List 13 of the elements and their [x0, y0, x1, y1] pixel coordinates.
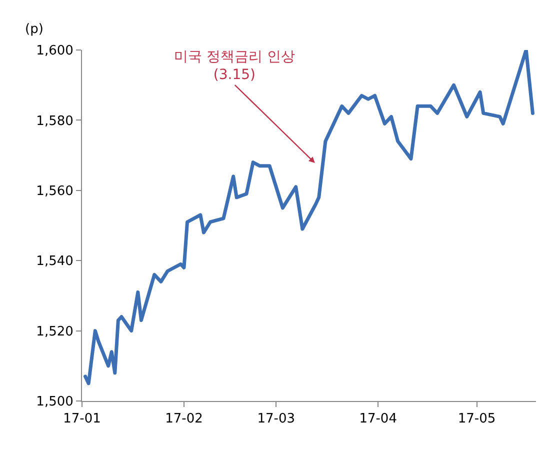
y-tick-label: 1,600: [36, 44, 74, 59]
y-tick-label: 1,540: [36, 254, 74, 270]
y-tick-label: 1,580: [36, 114, 74, 129]
y-axis-title: (p): [25, 22, 44, 37]
y-tick-label: 1,500: [36, 394, 74, 410]
x-tick-label: 17-02: [165, 412, 203, 427]
annotation: 미국 정책금리 인상 (3.15): [174, 49, 295, 84]
y-tick-label: 1,520: [36, 324, 74, 340]
x-tick-label: 17-05: [458, 412, 496, 427]
y-tick-label: 1,560: [36, 184, 74, 199]
x-tick-label: 17-03: [257, 412, 295, 427]
x-tick-label: 17-01: [63, 412, 101, 427]
x-tick-label: 17-04: [359, 412, 397, 427]
